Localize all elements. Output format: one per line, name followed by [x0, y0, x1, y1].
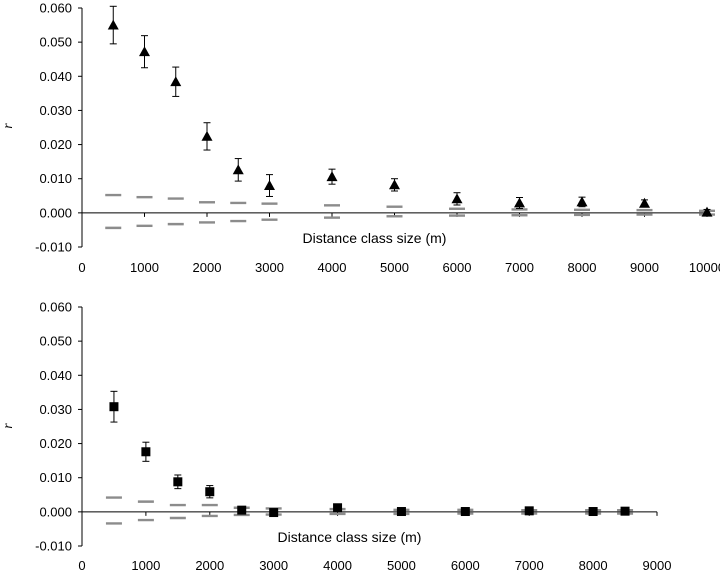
data-point-square: [620, 506, 630, 516]
x-tick-label: 5000: [387, 558, 416, 573]
data-point-triangle: [639, 197, 650, 208]
y-tick-label: 0.010: [39, 171, 72, 186]
x-tick-label: 7000: [515, 558, 544, 573]
y-axis-title: r: [1, 123, 16, 129]
bottom-panel: 0.060 0.050 0.040 0.030 0.020 0.010 0.000 -0.01…: [1, 300, 671, 574]
data-point-triangle: [264, 180, 275, 190]
y-tick-label: 0.000: [39, 205, 72, 220]
data-point-triangle: [201, 130, 213, 141]
data-point-square: [173, 477, 183, 487]
data-point-square: [141, 447, 151, 457]
data-point-square: [460, 507, 470, 517]
x-tick-label: 4000: [318, 260, 347, 275]
x-tick-label: 7000: [505, 260, 534, 275]
data-point-square: [109, 402, 119, 412]
x-tick-label: 3000: [255, 260, 284, 275]
data-point-triangle: [389, 179, 400, 190]
x-tick-label: 0: [78, 260, 85, 275]
data-point-triangle: [514, 197, 525, 208]
x-tick-label: 9000: [643, 558, 672, 573]
x-tick-label: 0: [78, 558, 85, 573]
data-point-triangle: [701, 206, 713, 217]
data-point-square: [237, 505, 247, 515]
data-point-square: [205, 487, 215, 497]
y-tick-label: 0.030: [39, 402, 72, 417]
data-point-triangle: [326, 171, 338, 182]
y-tick-label: 0.050: [39, 334, 72, 349]
data-point-triangle: [451, 193, 463, 204]
x-tick-label: 1000: [130, 260, 159, 275]
x-tick-label: 10000: [689, 260, 720, 275]
x-tick-label: 2000: [195, 558, 224, 573]
data-point-triangle: [107, 19, 119, 30]
y-tick-label: 0.050: [39, 35, 72, 50]
x-tick-label: 5000: [380, 260, 409, 275]
y-tick-label: 0.060: [39, 1, 72, 16]
y-tick-label: 0.060: [39, 300, 72, 315]
top-panel: 0.060 0.050 0.040 0.030 0.020 0.010 0.000 -0.01…: [1, 1, 720, 276]
data-point-square: [524, 506, 534, 516]
data-point-square: [333, 503, 343, 513]
data-point-triangle: [139, 46, 150, 57]
x-tick-label: 2000: [193, 260, 222, 275]
y-tick-label: 0.030: [39, 103, 72, 118]
data-point-square: [588, 507, 598, 517]
y-tick-label: 0.040: [39, 69, 72, 84]
y-tick-label: 0.000: [39, 504, 72, 519]
y-axis-title: r: [1, 423, 16, 429]
x-axis-title: Distance class size (m): [303, 230, 447, 246]
x-axis-title: Distance class size (m): [278, 529, 422, 545]
x-tick-label: 1000: [131, 558, 160, 573]
y-tick-label: 0.010: [39, 470, 72, 485]
y-tick-label: 0.020: [39, 137, 72, 152]
x-tick-label: 8000: [568, 260, 597, 275]
x-tick-label: 3000: [259, 558, 288, 573]
x-tick-label: 6000: [451, 558, 480, 573]
y-tick-label: -0.010: [35, 240, 72, 255]
x-tick-label: 6000: [443, 260, 472, 275]
y-tick-label: -0.010: [35, 539, 72, 554]
data-point-triangle: [170, 76, 182, 87]
y-tick-label: 0.040: [39, 368, 72, 383]
x-tick-label: 4000: [323, 558, 352, 573]
data-point-triangle: [576, 196, 588, 207]
data-point-square: [396, 507, 406, 517]
y-tick-label: 0.020: [39, 436, 72, 451]
data-point-square: [269, 508, 279, 518]
data-point-triangle: [232, 164, 244, 175]
x-tick-label: 8000: [579, 558, 608, 573]
x-tick-label: 9000: [630, 260, 659, 275]
